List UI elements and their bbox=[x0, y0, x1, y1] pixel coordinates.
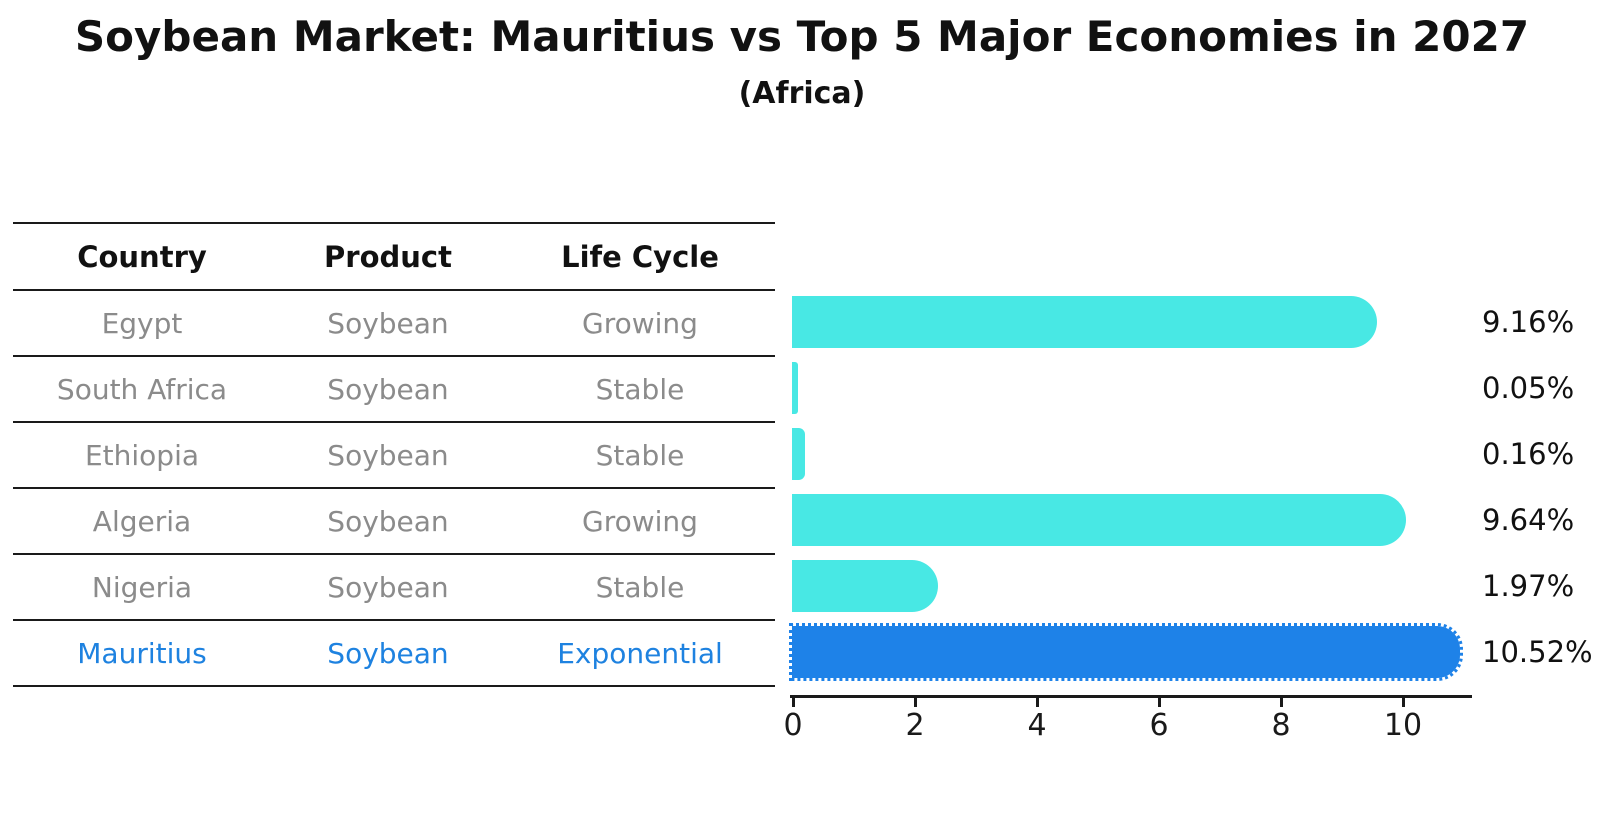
lifecycle-cell: Growing bbox=[582, 504, 698, 538]
chart-subtitle: (Africa) bbox=[738, 76, 866, 111]
comparison-table: Country Product Life Cycle Egypt Soybean G… bbox=[13, 222, 775, 687]
x-axis-tick-label: 10 bbox=[1383, 708, 1423, 743]
table-row: Mauritius Soybean Exponential bbox=[13, 621, 775, 687]
header-cell-product: Product bbox=[324, 239, 452, 274]
bar-south-africa bbox=[792, 362, 799, 414]
bar-algeria bbox=[792, 494, 1407, 546]
country-cell: Nigeria bbox=[91, 570, 193, 604]
product-cell: Soybean bbox=[327, 438, 449, 472]
x-axis-tick bbox=[913, 698, 917, 707]
country-cell: South Africa bbox=[56, 372, 228, 406]
country-cell: Mauritius bbox=[77, 636, 207, 670]
x-axis-tick bbox=[1401, 698, 1405, 707]
table-row: South Africa Soybean Stable bbox=[13, 357, 775, 423]
x-axis-tick bbox=[1279, 698, 1283, 707]
x-axis-tick-label: 2 bbox=[905, 708, 925, 743]
table-row: Algeria Soybean Growing bbox=[13, 489, 775, 555]
country-cell: Algeria bbox=[92, 504, 192, 538]
value-label: 9.16% bbox=[1482, 305, 1575, 339]
x-axis-tick bbox=[791, 698, 795, 707]
x-axis-tick bbox=[1035, 698, 1039, 707]
lifecycle-cell: Stable bbox=[595, 438, 685, 472]
x-axis-tick-label: 0 bbox=[783, 708, 803, 743]
value-label: 0.16% bbox=[1482, 437, 1575, 471]
product-cell: Soybean bbox=[327, 636, 449, 670]
x-axis-tick-label: 4 bbox=[1027, 708, 1047, 743]
country-cell: Egypt bbox=[101, 306, 183, 340]
header-cell-country: Country bbox=[77, 239, 207, 274]
header-cell-lifecycle: Life Cycle bbox=[561, 239, 719, 274]
bar-mauritius bbox=[789, 623, 1463, 681]
value-label: 10.52% bbox=[1482, 635, 1593, 669]
x-axis-tick-label: 6 bbox=[1149, 708, 1169, 743]
x-axis-tick bbox=[1157, 698, 1161, 707]
product-cell: Soybean bbox=[327, 306, 449, 340]
value-label: 1.97% bbox=[1482, 569, 1575, 603]
x-axis-line bbox=[790, 695, 1472, 698]
value-label: 0.05% bbox=[1482, 371, 1575, 405]
table-row: Nigeria Soybean Stable bbox=[13, 555, 775, 621]
country-cell: Ethiopia bbox=[84, 438, 200, 472]
product-cell: Soybean bbox=[327, 372, 449, 406]
lifecycle-cell: Stable bbox=[595, 372, 685, 406]
table-row: Egypt Soybean Growing bbox=[13, 291, 775, 357]
table-body: Egypt Soybean Growing South Africa Soybean St… bbox=[13, 291, 775, 687]
value-label: 9.64% bbox=[1482, 503, 1575, 537]
bar-nigeria bbox=[792, 560, 939, 612]
table-row: Ethiopia Soybean Stable bbox=[13, 423, 775, 489]
x-axis-tick-label: 8 bbox=[1271, 708, 1291, 743]
bar-ethiopia bbox=[792, 428, 805, 480]
bar-egypt bbox=[792, 296, 1377, 348]
lifecycle-cell: Stable bbox=[595, 570, 685, 604]
lifecycle-cell: Exponential bbox=[557, 636, 723, 670]
table-header-row: Country Product Life Cycle bbox=[13, 224, 775, 291]
chart-title: Soybean Market: Mauritius vs Top 5 Major… bbox=[74, 12, 1530, 61]
product-cell: Soybean bbox=[327, 570, 449, 604]
product-cell: Soybean bbox=[327, 504, 449, 538]
lifecycle-cell: Growing bbox=[582, 306, 698, 340]
